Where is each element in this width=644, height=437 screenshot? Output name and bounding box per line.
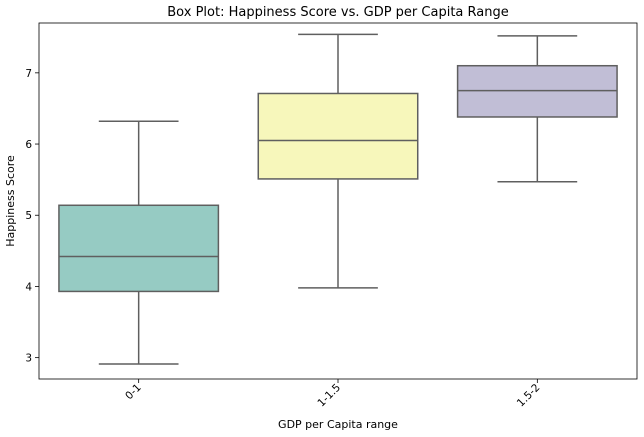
iqr-box <box>58 204 220 293</box>
box-1-1.5 <box>257 33 419 289</box>
y-axis: 3 4 5 6 7 <box>25 68 39 365</box>
x-axis: 0-1 1-1.5 1.5-2 <box>123 379 542 409</box>
chart-title: Box Plot: Happiness Score vs. GDP per Ca… <box>167 5 508 20</box>
x-axis-label: GDP per Capita range <box>278 418 398 431</box>
x-tick-label: 0-1 <box>123 382 144 403</box>
y-tick-label: 3 <box>25 353 32 365</box>
y-tick-label: 6 <box>25 139 32 151</box>
x-tick-label: 1.5-2 <box>515 382 543 410</box>
box-1.5-2 <box>456 35 618 183</box>
y-tick-label: 4 <box>25 281 32 293</box>
x-tick-label: 1-1.5 <box>315 382 343 410</box>
y-tick-label: 5 <box>25 210 32 222</box>
y-tick-label: 7 <box>25 68 32 80</box>
y-axis-label: Happiness Score <box>4 155 17 247</box>
box-group <box>58 33 618 365</box>
box-0-1 <box>58 120 220 365</box>
iqr-box <box>257 92 419 180</box>
plot-frame <box>38 22 638 380</box>
